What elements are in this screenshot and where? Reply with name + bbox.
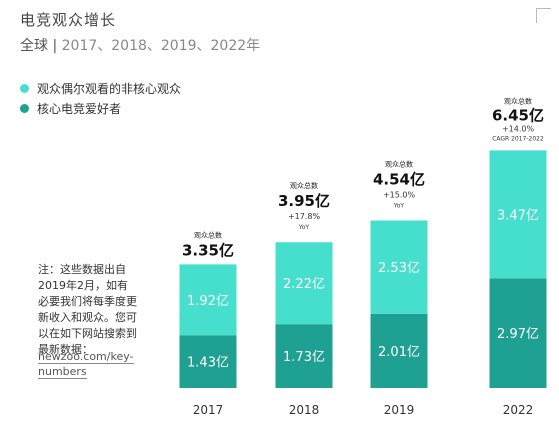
total-growth-2022: +14.0%	[502, 124, 535, 133]
segment-label-2018-occasional: 2.22亿	[283, 277, 325, 292]
bar-segment-2017-enthusiasts	[179, 335, 237, 388]
bar-segment-2022-enthusiasts	[489, 278, 547, 388]
source-link[interactable]: newzoo.com/key-numbers	[38, 349, 148, 379]
total-growth-note-2018: YoY	[298, 224, 310, 231]
chart-legend: 观众偶尔观看的非核心观众 核心电竞爱好者	[20, 78, 181, 118]
bar-segment-2019-enthusiasts	[370, 313, 428, 388]
total-value-2018: 3.95亿	[278, 192, 330, 210]
x-tick-label-2018: 2018	[289, 403, 320, 417]
total-growth-note-2019: YoY	[393, 202, 405, 209]
legend-item-enthusiasts: 核心电竞爱好者	[20, 98, 181, 118]
subtitle-divider: |	[52, 38, 58, 54]
legend-item-occasional: 观众偶尔观看的非核心观众	[20, 78, 181, 98]
total-value-2019: 4.54亿	[373, 170, 425, 188]
segment-label-2017-occasional: 1.92亿	[187, 294, 229, 309]
segment-label-2017-enthusiasts: 1.43亿	[187, 356, 229, 371]
segment-label-2019-enthusiasts: 2.01亿	[378, 345, 420, 360]
bar-segment-2022-occasional	[489, 150, 547, 279]
source-link-text[interactable]: newzoo.com/key-numbers	[38, 350, 134, 379]
total-growth-note-2022: CAGR 2017-2022	[492, 135, 544, 142]
total-growth-2018: +17.8%	[288, 212, 321, 221]
total-caption-2017: 观众总数	[194, 230, 222, 239]
total-value-2022: 6.45亿	[492, 106, 544, 124]
total-caption-2018: 观众总数	[290, 181, 318, 190]
segment-label-2019-occasional: 2.53亿	[378, 261, 420, 276]
bar-segment-2018-occasional	[275, 242, 333, 325]
bar-segment-2018-enthusiasts	[275, 324, 333, 388]
subtitle-region: 全球	[20, 38, 48, 54]
footnote: 注：这些数据出自2019年2月，如有必要我们将每季度更新收入和观众。您可以在如下…	[38, 263, 137, 356]
x-tick-label-2019: 2019	[384, 403, 415, 417]
x-tick-label-2017: 2017	[193, 403, 224, 417]
total-growth-2019: +15.0%	[383, 190, 416, 199]
segment-label-2022-occasional: 3.47亿	[497, 208, 539, 223]
total-value-2017: 3.35亿	[182, 241, 234, 259]
legend-dot-enthusiasts	[20, 103, 29, 113]
legend-dot-occasional	[20, 83, 29, 93]
chart-title: 电竞观众增长	[20, 11, 117, 29]
segment-label-2018-enthusiasts: 1.73亿	[283, 350, 325, 365]
legend-label-occasional: 观众偶尔观看的非核心观众	[37, 81, 182, 96]
subtitle-years: 2017、2018、2019、2022年	[61, 38, 261, 54]
corner-mark	[536, 8, 551, 23]
total-caption-2022: 观众总数	[504, 96, 532, 105]
x-tick-label-2022: 2022	[503, 403, 534, 417]
bar-segment-2017-occasional	[179, 264, 237, 336]
segment-label-2022-enthusiasts: 2.97亿	[497, 327, 539, 342]
chart-subtitle: 全球 | 2017、2018、2019、2022年	[20, 35, 260, 55]
legend-label-enthusiasts: 核心电竞爱好者	[37, 101, 122, 116]
total-caption-2019: 观众总数	[385, 159, 413, 168]
bar-segment-2019-occasional	[370, 220, 428, 314]
